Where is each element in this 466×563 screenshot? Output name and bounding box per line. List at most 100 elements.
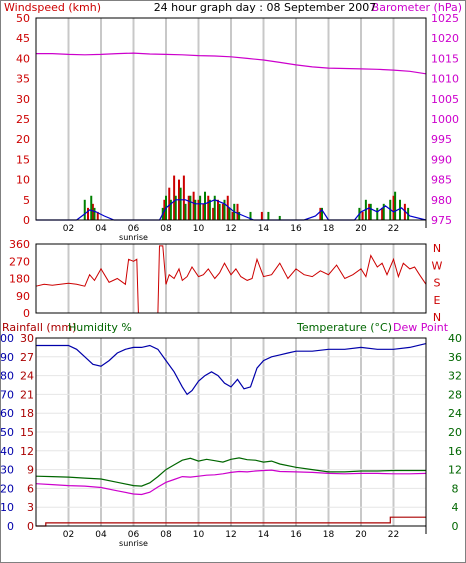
temp-tick-label: 40 [448, 332, 462, 345]
compass-label: E [434, 294, 441, 307]
temp-line [35, 457, 426, 487]
wind-tick-label: 35 [16, 73, 30, 86]
wind-x-tick-label: 10 [193, 224, 205, 234]
temp-tick-label: 36 [448, 351, 462, 364]
sunrise-label: sunrise [119, 233, 148, 242]
temp-tick-label: 8 [452, 482, 459, 495]
humidity-axis-label: Humidity % [68, 321, 132, 334]
temp-tick-label: 32 [448, 370, 462, 383]
wind-x-tick-label: 18 [323, 224, 335, 234]
wind-x-tick-label: 12 [225, 224, 236, 234]
baro-tick-label: 1020 [431, 32, 459, 45]
baro-tick-label: 985 [431, 174, 452, 187]
rain-tick-label: 0 [27, 520, 34, 533]
temp-tick-label: 16 [448, 445, 462, 458]
dir-tick-label: 90 [16, 290, 30, 303]
temp-tick-label: 12 [448, 464, 462, 477]
wind-tick-label: 30 [16, 93, 30, 106]
baro-tick-label: 1005 [431, 93, 459, 106]
rain-axis-label: Rainfall (mm) [2, 321, 76, 334]
baro-tick-label: 990 [431, 153, 452, 166]
humidity-tick-label: 50 [0, 426, 14, 439]
wind-tick-label: 25 [16, 113, 30, 126]
wind-tick-label: 0 [23, 214, 30, 227]
dir-tick-label: 360 [9, 238, 30, 251]
wind-tick-label: 40 [16, 52, 30, 65]
temp-x-tick-label: 16 [290, 530, 302, 540]
temp-x-tick-label: 12 [225, 530, 236, 540]
rain-tick-label: 18 [20, 407, 34, 420]
humidity-tick-label: 70 [0, 388, 14, 401]
humidity-tick-label: 90 [0, 351, 14, 364]
dir-tick-label: 270 [9, 255, 30, 268]
dew-point-axis-label: Dew Point [393, 321, 449, 334]
humidity-tick-label: 60 [0, 407, 14, 420]
temp-x-tick-label: 02 [63, 530, 74, 540]
compass-label: S [434, 277, 441, 290]
humidity-tick-label: 30 [0, 464, 14, 477]
humidity-tick-label: 0 [7, 520, 14, 533]
rain-tick-label: 6 [27, 482, 34, 495]
humidity-tick-label: 100 [0, 332, 14, 345]
rain-tick-label: 30 [20, 332, 34, 345]
wind-x-tick-label: 22 [388, 224, 399, 234]
rain-tick-label: 15 [20, 426, 34, 439]
rain-tick-label: 9 [27, 464, 34, 477]
humidity-line [36, 343, 427, 396]
temp-tick-label: 4 [452, 501, 459, 514]
wind-x-tick-label: 08 [160, 224, 172, 234]
compass-label: N [433, 242, 441, 255]
humidity-tick-label: 40 [0, 445, 14, 458]
wind-tick-label: 45 [16, 32, 30, 45]
humidity-tick-label: 80 [0, 370, 14, 383]
temp-x-tick-label: 18 [323, 530, 335, 540]
temperature-axis-label: Temperature (°C) [296, 321, 392, 334]
wind-tick-label: 50 [16, 12, 30, 25]
temp-tick-label: 20 [448, 426, 462, 439]
wind-x-tick-label: 04 [95, 224, 107, 234]
baro-axis-label: Barometer (hPa) [372, 1, 462, 14]
wind-avg-line [36, 199, 427, 221]
temp-x-tick-label: 22 [388, 530, 399, 540]
baro-tick-label: 1015 [431, 52, 459, 65]
wind-panel-frame [35, 17, 427, 221]
temp-x-tick-label: 08 [160, 530, 172, 540]
dew-line [35, 469, 427, 496]
temp-x-tick-label: 14 [258, 530, 270, 540]
wind-x-tick-label: 20 [355, 224, 367, 234]
wind-tick-label: 15 [16, 153, 30, 166]
chart-title: 24 hour graph day : 08 September 2007 [154, 1, 377, 14]
baro-tick-label: 1000 [431, 113, 459, 126]
rain-tick-label: 21 [20, 388, 34, 401]
wind-x-tick-label: 16 [290, 224, 302, 234]
rain-tick-label: 27 [20, 351, 34, 364]
rain-tick-label: 12 [20, 445, 34, 458]
temp-x-tick-label: 06 [128, 530, 140, 540]
compass-label: W [432, 259, 443, 272]
baro-tick-label: 980 [431, 194, 452, 207]
humidity-tick-label: 20 [0, 482, 14, 495]
temp-x-tick-label: 20 [355, 530, 367, 540]
wind-tick-label: 20 [16, 133, 30, 146]
temp-tick-label: 28 [448, 388, 462, 401]
dir-panel-frame [35, 243, 427, 314]
baro-line [36, 52, 427, 75]
baro-tick-label: 1025 [431, 12, 459, 25]
baro-tick-label: 1010 [431, 73, 459, 86]
wind-x-tick-label: 02 [63, 224, 74, 234]
wind-tick-label: 10 [16, 174, 30, 187]
wind-direction-line [35, 245, 427, 314]
compass-label: N [433, 311, 441, 324]
sunrise-label: sunrise [119, 539, 148, 548]
temp-panel-frame [35, 337, 427, 527]
wind-x-tick-label: 14 [258, 224, 270, 234]
dir-tick-label: 0 [23, 307, 30, 320]
wind-axis-label: Windspeed (kmh) [4, 1, 101, 14]
rain-tick-label: 24 [20, 370, 34, 383]
wind-x-tick-label: 06 [128, 224, 140, 234]
temp-tick-label: 0 [452, 520, 459, 533]
wind-tick-label: 5 [23, 194, 30, 207]
